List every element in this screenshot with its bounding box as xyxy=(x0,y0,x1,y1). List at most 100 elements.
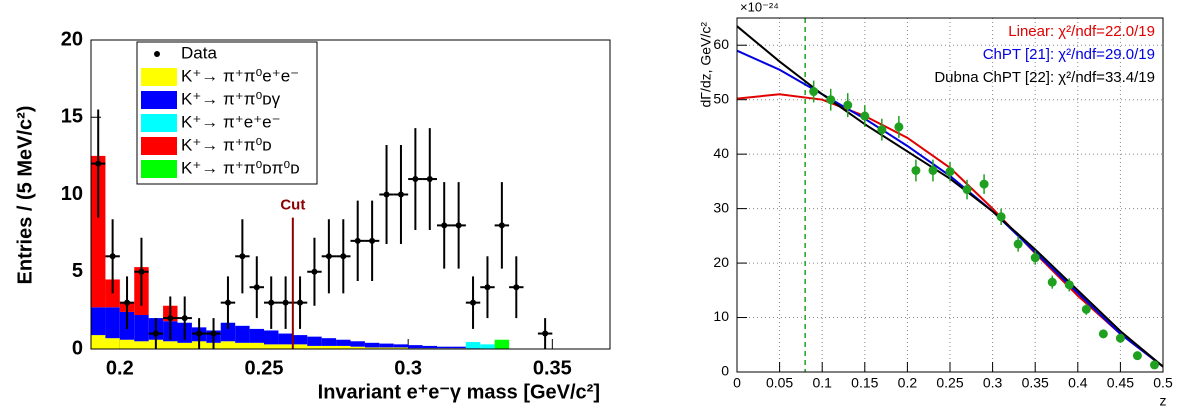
data-point xyxy=(282,299,289,306)
data-point xyxy=(513,284,520,291)
legend-marker xyxy=(154,51,160,57)
data-point xyxy=(311,268,318,275)
data-point xyxy=(210,330,217,337)
data-point xyxy=(1081,304,1091,314)
x-tick-label: 0.05 xyxy=(766,375,793,391)
x-tick-label: 0.25 xyxy=(245,357,284,379)
data-point xyxy=(826,95,836,105)
histogram-bar xyxy=(364,342,380,348)
histogram-bar xyxy=(249,328,264,343)
data-point xyxy=(181,315,188,322)
data-point xyxy=(1098,329,1108,339)
histogram-bar xyxy=(163,341,178,349)
data-point xyxy=(354,237,361,244)
legend-label: K⁺→ π⁺π⁰ᴅγ xyxy=(181,89,281,108)
histogram-bar xyxy=(220,322,236,342)
y-axis-label: dΓ/dz, GeV/c² xyxy=(698,22,714,108)
data-point xyxy=(979,179,989,189)
histogram-bar xyxy=(465,342,481,349)
data-point xyxy=(484,284,491,291)
data-point xyxy=(441,222,448,229)
x-axis-label: z xyxy=(1160,393,1167,409)
data-point xyxy=(1064,280,1074,290)
histogram-bar xyxy=(393,344,409,348)
histogram-bar xyxy=(336,345,351,349)
y-tick-label: 20 xyxy=(61,28,83,50)
data-point xyxy=(996,212,1006,222)
legend-label: K⁺→ π⁺π⁰e⁺e⁻ xyxy=(181,66,299,85)
data-point xyxy=(138,268,145,275)
y-tick-label: 0 xyxy=(721,363,729,379)
data-point xyxy=(542,330,549,337)
legend-label: ChPT [21]: χ²/ndf=29.0/19 xyxy=(983,46,1155,63)
histogram-bar xyxy=(134,341,149,349)
y-tick-label: 40 xyxy=(713,145,729,161)
data-point xyxy=(877,125,887,135)
data-point xyxy=(1115,333,1125,343)
y-tick-label: 50 xyxy=(713,90,729,106)
data-point xyxy=(962,185,972,195)
data-point xyxy=(1013,239,1023,249)
data-point xyxy=(928,165,938,175)
legend-swatch xyxy=(141,68,177,86)
x-tick-label: 0.2 xyxy=(106,357,134,379)
histogram-bar xyxy=(235,342,250,349)
histogram-bar xyxy=(249,342,264,349)
data-point xyxy=(383,191,390,198)
histogram-bar xyxy=(393,347,409,349)
histogram-bar xyxy=(91,307,106,336)
data-point xyxy=(239,253,246,260)
histogram-bar xyxy=(134,315,149,342)
histogram-bar xyxy=(235,325,250,343)
x-tick-label: 0.3 xyxy=(394,357,422,379)
x-tick-label: 0.4 xyxy=(1068,375,1088,391)
histogram-bar xyxy=(292,344,308,349)
data-point xyxy=(894,122,904,132)
data-point xyxy=(253,284,260,291)
legend-swatch xyxy=(141,160,177,178)
data-point xyxy=(340,253,347,260)
data-point xyxy=(152,330,159,337)
plot-frame xyxy=(736,17,1164,373)
data-point xyxy=(426,176,433,183)
histogram-bar xyxy=(307,345,322,349)
y-tick-label: 15 xyxy=(61,106,83,128)
histogram-bar xyxy=(350,341,365,347)
legend-label: K⁺→ π⁺π⁰ᴅ xyxy=(181,135,272,154)
data-point xyxy=(412,176,419,183)
x-tick-label: 0.25 xyxy=(936,375,963,391)
data-point xyxy=(470,299,477,306)
histogram-bar xyxy=(264,330,279,345)
data-point xyxy=(498,222,505,229)
x-axis-label: Invariant e⁺e⁻γ mass [GeV/c²] xyxy=(318,381,600,403)
x-tick-label: 0.35 xyxy=(1022,375,1049,391)
histogram-bar xyxy=(336,339,351,346)
histogram-bar xyxy=(91,335,106,349)
x-tick-label: 0.3 xyxy=(983,375,1003,391)
histogram-bar xyxy=(437,346,452,349)
data-point xyxy=(297,299,304,306)
histogram-bar xyxy=(278,333,293,345)
data-point xyxy=(911,165,921,175)
x-tick-label: 0 xyxy=(733,375,741,391)
data-point xyxy=(268,299,275,306)
data-point xyxy=(95,160,102,167)
legend-swatch xyxy=(141,114,177,132)
data-point xyxy=(167,315,174,322)
legend-label: Data xyxy=(181,43,217,62)
x-tick-label: 0.45 xyxy=(1107,375,1134,391)
histogram-bar xyxy=(364,347,380,349)
histogram-bar xyxy=(292,335,308,345)
legend-label: K⁺→ π⁺π⁰ᴅπ⁰ᴅ xyxy=(181,158,300,177)
x-tick-label: 0.2 xyxy=(898,375,918,391)
histogram-bar xyxy=(220,341,236,349)
legend-swatch xyxy=(141,91,177,109)
data-point xyxy=(124,299,131,306)
data-point xyxy=(325,253,332,260)
plot-frame xyxy=(90,39,611,350)
histogram-bar xyxy=(321,345,337,349)
data-point xyxy=(1047,277,1057,287)
data-point xyxy=(1149,360,1159,370)
data-point xyxy=(109,253,116,260)
